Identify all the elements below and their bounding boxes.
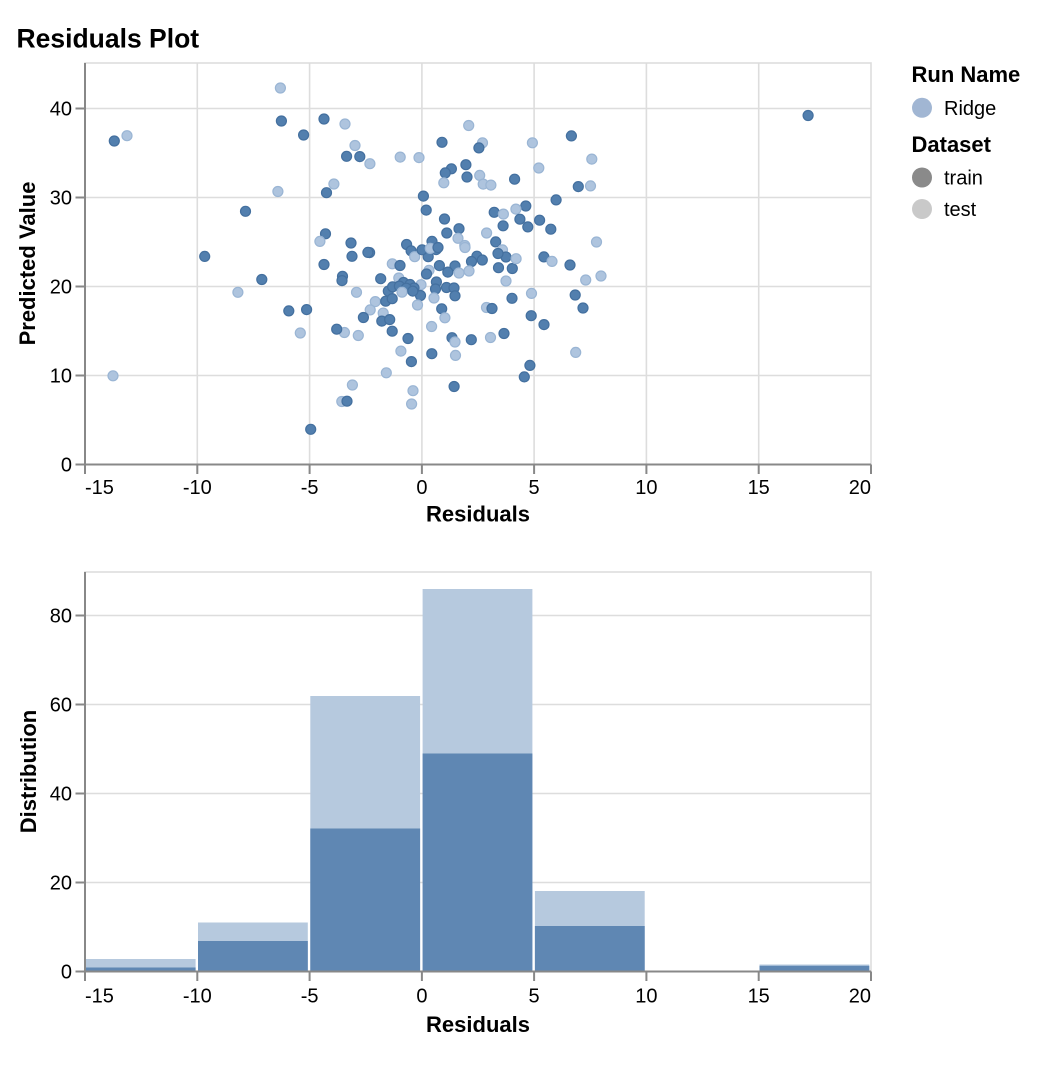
svg-text:-10: -10 xyxy=(183,986,212,1008)
svg-text:Run Name: Run Name xyxy=(912,62,1021,87)
svg-text:15: 15 xyxy=(748,986,770,1008)
svg-text:Distribution: Distribution xyxy=(16,710,41,833)
svg-text:0: 0 xyxy=(61,962,72,984)
svg-text:0: 0 xyxy=(416,477,427,499)
svg-text:train: train xyxy=(944,168,983,190)
svg-text:80: 80 xyxy=(50,606,72,628)
svg-text:Residuals Plot: Residuals Plot xyxy=(17,24,200,54)
svg-text:30: 30 xyxy=(50,188,72,210)
svg-text:10: 10 xyxy=(50,366,72,388)
svg-text:0: 0 xyxy=(61,455,72,477)
svg-text:20: 20 xyxy=(849,986,871,1008)
svg-text:-15: -15 xyxy=(85,477,114,499)
svg-text:-5: -5 xyxy=(301,986,319,1008)
svg-text:Residuals: Residuals xyxy=(426,1012,530,1037)
svg-text:Residuals: Residuals xyxy=(426,502,530,527)
svg-text:test: test xyxy=(944,199,977,221)
svg-text:Ridge: Ridge xyxy=(944,98,996,120)
svg-text:10: 10 xyxy=(635,986,657,1008)
svg-text:15: 15 xyxy=(748,477,770,499)
svg-text:-5: -5 xyxy=(301,477,319,499)
svg-text:-15: -15 xyxy=(85,986,114,1008)
svg-text:5: 5 xyxy=(529,477,540,499)
svg-text:10: 10 xyxy=(635,477,657,499)
svg-text:20: 20 xyxy=(50,277,72,299)
svg-text:60: 60 xyxy=(50,695,72,717)
svg-text:5: 5 xyxy=(529,986,540,1008)
svg-text:-10: -10 xyxy=(183,477,212,499)
svg-text:40: 40 xyxy=(50,784,72,806)
svg-text:Dataset: Dataset xyxy=(912,132,992,157)
svg-text:Predicted Value: Predicted Value xyxy=(15,182,40,346)
svg-text:40: 40 xyxy=(50,99,72,121)
svg-text:20: 20 xyxy=(50,873,72,895)
svg-text:0: 0 xyxy=(416,986,427,1008)
svg-text:20: 20 xyxy=(849,477,871,499)
